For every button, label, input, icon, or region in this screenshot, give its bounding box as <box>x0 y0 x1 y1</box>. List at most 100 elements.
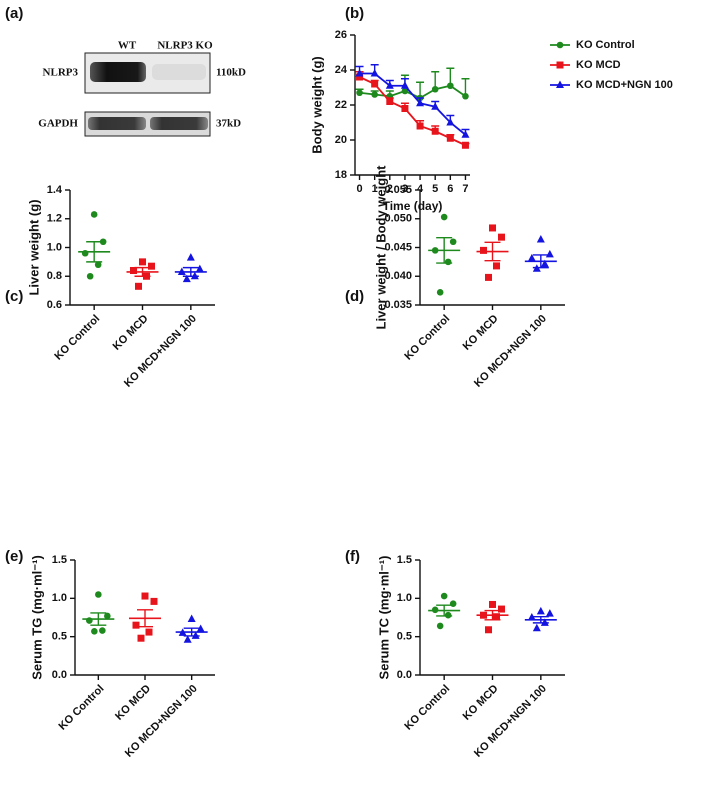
marker <box>132 621 140 629</box>
x-tick-label: 6 <box>447 183 453 195</box>
sem-bar <box>436 604 453 617</box>
size-label: 110kD <box>216 67 246 79</box>
marker <box>356 89 363 97</box>
blot-band <box>88 117 146 130</box>
y-tick-label: 22 <box>335 99 347 111</box>
marker <box>449 600 457 607</box>
marker <box>187 614 196 623</box>
x-tick-label: 4 <box>417 183 424 195</box>
blot-panel: (a) WT NLRP3 KO NLRP3 GAPDH 110kD 37kD <box>5 5 246 137</box>
y-tick-label: 24 <box>335 64 348 76</box>
panel-label: (a) <box>5 5 23 22</box>
marker <box>139 258 146 266</box>
protein-label: GAPDH <box>38 118 78 130</box>
marker <box>400 81 409 89</box>
x-tick-label: KO MCD <box>461 683 501 723</box>
marker <box>94 261 102 269</box>
marker <box>431 85 439 93</box>
sem-bar <box>532 254 549 269</box>
x-tick-label: KO MCD <box>461 313 501 353</box>
y-tick-label: 26 <box>335 29 347 41</box>
marker <box>545 609 554 617</box>
marker <box>195 264 204 273</box>
panel-label: (b) <box>345 5 364 22</box>
marker <box>489 224 496 232</box>
marker <box>485 626 492 634</box>
marker <box>186 253 195 261</box>
sem-bar <box>484 609 501 621</box>
y-tick-label: 1.2 <box>47 213 62 225</box>
sem-bar <box>86 241 103 263</box>
blot-band <box>150 117 208 130</box>
x-tick-label: 3 <box>402 183 408 195</box>
marker <box>431 102 440 110</box>
blot-band <box>152 64 206 80</box>
y-tick-label: 1.5 <box>397 554 412 566</box>
marker <box>480 246 487 254</box>
x-axis-title: Time (day) <box>383 199 443 213</box>
marker <box>401 87 409 95</box>
x-tick-label: KO Control <box>402 683 452 733</box>
marker <box>95 591 102 598</box>
marker <box>99 238 107 246</box>
lane-label: NLRP3 KO <box>157 40 213 52</box>
marker <box>540 618 549 626</box>
marker <box>386 98 394 105</box>
y-axis-title: Body weight (g) <box>309 56 324 154</box>
marker <box>90 211 98 218</box>
sem-bar <box>484 241 501 262</box>
marker <box>104 612 111 620</box>
marker <box>444 258 452 266</box>
panel-label: (f) <box>345 548 360 565</box>
y-tick-label: 1.0 <box>397 592 412 604</box>
marker <box>436 622 444 630</box>
panel-label: (c) <box>5 288 23 305</box>
marker <box>370 69 379 77</box>
marker <box>446 134 454 142</box>
x-tick-label: 5 <box>432 183 438 195</box>
y-tick-label: 0.045 <box>384 241 412 253</box>
marker <box>527 613 536 621</box>
marker <box>556 80 564 88</box>
marker <box>81 249 89 257</box>
y-axis-title: Liver weight (g) <box>26 199 41 295</box>
marker <box>99 627 106 634</box>
marker <box>493 262 500 270</box>
sem-bar <box>134 266 151 277</box>
marker <box>371 80 379 88</box>
marker <box>183 635 192 643</box>
marker <box>440 592 448 600</box>
marker <box>536 606 545 615</box>
marker <box>182 274 191 283</box>
marker <box>355 69 364 77</box>
y-tick-label: 1.5 <box>52 554 67 566</box>
marker <box>485 273 492 281</box>
sem-bar <box>182 266 199 277</box>
x-tick-label: KO Control <box>402 313 452 363</box>
size-label: 37kD <box>216 118 241 130</box>
marker <box>461 141 469 149</box>
panel-label: (e) <box>5 548 23 565</box>
marker <box>446 118 455 126</box>
y-tick-label: 0.6 <box>47 299 62 311</box>
sem-bar <box>532 616 549 624</box>
marker <box>385 81 394 89</box>
marker <box>150 597 158 605</box>
marker <box>416 98 425 107</box>
panel-label: (d) <box>345 288 364 305</box>
y-tick-label: 0.5 <box>397 631 412 643</box>
marker <box>401 105 409 112</box>
marker <box>130 267 137 274</box>
marker <box>532 623 541 632</box>
sem-bar <box>137 609 153 628</box>
x-tick-label: 1 <box>372 183 378 195</box>
y-tick-label: 0.8 <box>47 270 62 282</box>
marker <box>191 631 200 639</box>
y-tick-label: 18 <box>335 169 347 181</box>
y-tick-label: 0.5 <box>52 631 67 643</box>
marker <box>449 238 457 246</box>
marker <box>536 234 545 243</box>
lane-label: WT <box>118 40 137 52</box>
marker <box>444 611 452 619</box>
